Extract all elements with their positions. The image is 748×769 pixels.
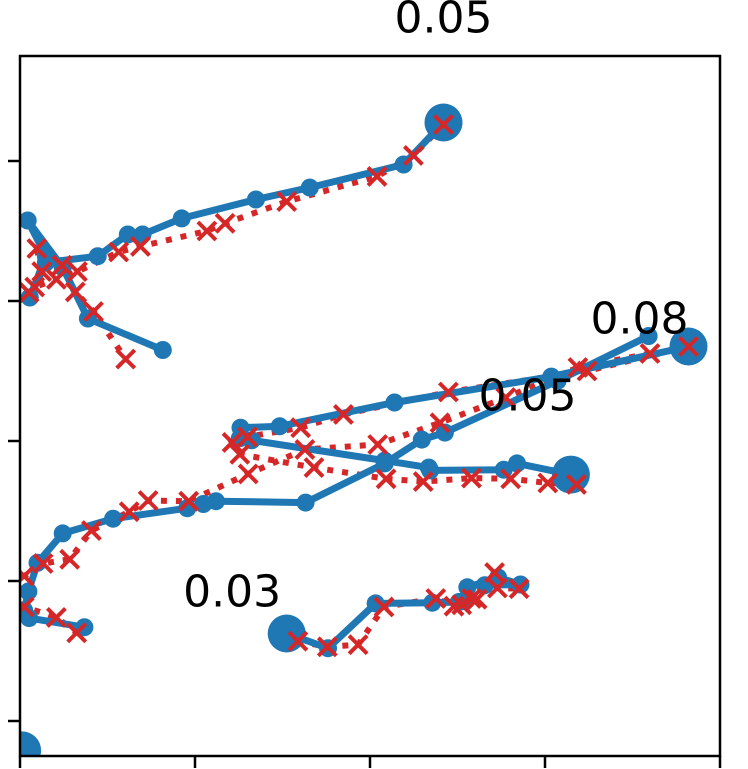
estimated-marker-2-5 <box>294 438 316 460</box>
measured-point-1-3 <box>270 417 289 436</box>
estimated-marker-2-14 <box>20 596 35 618</box>
estimated-marker-1-4 <box>290 417 312 439</box>
annotation-label-0: 0.05 <box>395 0 493 44</box>
estimated-marker-0-13 <box>26 238 48 259</box>
measured-point-0-9 <box>20 288 39 307</box>
measured-point-0-4 <box>172 209 191 228</box>
measured-point-2-12 <box>20 582 38 601</box>
estimated-marker-0-5 <box>196 220 218 242</box>
estimated-marker-0-15 <box>64 281 86 303</box>
estimated-marker-1-6 <box>221 431 243 453</box>
measured-point-2-7 <box>194 495 213 513</box>
estimated-marker-2-12 <box>32 553 54 574</box>
estimated-marker-1-9 <box>375 468 397 490</box>
measured-endpoint-2 <box>551 455 590 494</box>
estimated-trajectories <box>21 122 690 650</box>
estimated-marker-0-14 <box>51 254 73 276</box>
estimated-marker-3-7 <box>461 588 482 609</box>
annotation-label-2: 0.05 <box>479 371 577 422</box>
measured-point-2-9 <box>104 509 123 528</box>
estimated-marker-1-13 <box>537 472 559 494</box>
estimated-marker-3-5 <box>443 595 465 617</box>
estimated-marker-0-6 <box>129 235 151 257</box>
estimated-marker-1-12 <box>500 468 522 490</box>
estimated-marker-3-4 <box>425 588 447 609</box>
measured-point-2-2 <box>435 423 454 442</box>
measured-point-0-3 <box>246 190 265 209</box>
measured-point-2-3 <box>412 430 431 449</box>
measured-point-0-2 <box>300 178 319 197</box>
estimated-marker-0-8 <box>66 261 88 283</box>
estimated-marker-0-1 <box>402 144 424 166</box>
estimated-marker-2-0 <box>639 343 661 364</box>
estimated-marker-3-10 <box>508 578 530 600</box>
estimated-marker-2-8 <box>137 490 159 511</box>
measured-point-0-14 <box>153 341 172 359</box>
estimated-marker-0-11 <box>20 282 40 304</box>
estimated-marker-0-7 <box>108 241 130 263</box>
estimated-marker-2-15 <box>45 606 67 628</box>
estimated-marker-2-6 <box>237 463 259 485</box>
estimated-marker-2-9 <box>118 501 140 523</box>
estimated-marker-3-3 <box>373 596 395 618</box>
estimated-marker-0-0 <box>433 114 454 136</box>
measured-point-1-11 <box>508 454 526 473</box>
measured-point-0-11 <box>20 211 37 230</box>
annotation-label-1: 0.08 <box>591 294 689 345</box>
estimated-marker-3-2 <box>347 634 369 656</box>
axis-ticks <box>8 159 722 768</box>
measured-point-2-1 <box>548 371 567 390</box>
measured-point-2-0 <box>639 327 658 345</box>
measured-trajectories <box>20 103 708 756</box>
estimated-marker-3-11 <box>486 577 508 599</box>
estimated-marker-3-0 <box>287 630 309 652</box>
estimated-marker-0-4 <box>214 212 236 234</box>
estimated-marker-3-6 <box>451 594 473 616</box>
measured-point-1-2 <box>385 393 404 412</box>
estimated-marker-1-2 <box>437 381 459 403</box>
estimated-marker-3-9 <box>484 562 506 584</box>
estimated-marker-1-14 <box>566 473 587 495</box>
estimated-marker-2-11 <box>59 548 81 570</box>
estimated-markers <box>20 114 699 658</box>
estimated-marker-2-16 <box>66 622 88 644</box>
estimated-marker-2-7 <box>178 490 200 512</box>
estimated-marker-0-9 <box>45 268 67 290</box>
estimated-marker-1-8 <box>303 457 325 479</box>
estimated-marker-0-17 <box>115 348 137 370</box>
estimated-marker-1-3 <box>332 403 354 425</box>
estimated-marker-3-1 <box>316 636 338 658</box>
estimated-marker-1-7 <box>229 443 251 465</box>
estimated-marker-2-3 <box>429 412 451 434</box>
measured-point-2-5 <box>296 493 315 512</box>
annotations: 0.05 0.08 0.05 0.03 <box>183 0 688 618</box>
estimated-marker-2-13 <box>20 565 35 587</box>
estimated-marker-2-2 <box>495 387 517 409</box>
estimated-marker-1-10 <box>412 471 434 493</box>
estimated-marker-3-8 <box>466 588 488 610</box>
plot-frame <box>18 54 722 758</box>
estimated-marker-2-4 <box>367 434 389 455</box>
measured-point-2-10 <box>53 524 72 543</box>
estimated-marker-0-12 <box>31 261 53 283</box>
estimated-marker-1-5 <box>237 426 258 448</box>
measured-endpoint-3 <box>267 614 306 653</box>
measured-endpoint-4 <box>20 731 42 756</box>
estimated-marker-0-16 <box>83 301 104 322</box>
estimated-marker-0-3 <box>276 191 298 213</box>
estimated-marker-1-0 <box>678 336 699 357</box>
estimated-marker-0-2 <box>366 165 388 187</box>
estimated-marker-2-1 <box>567 357 589 378</box>
estimated-marker-1-11 <box>461 467 482 489</box>
measured-point-1-9 <box>421 461 440 480</box>
estimated-marker-2-10 <box>80 520 102 542</box>
measured-point-0-7 <box>88 247 107 266</box>
measured-point-2-4 <box>375 454 394 473</box>
annotation-label-3: 0.03 <box>183 567 281 618</box>
measured-point-3-2 <box>366 594 385 613</box>
